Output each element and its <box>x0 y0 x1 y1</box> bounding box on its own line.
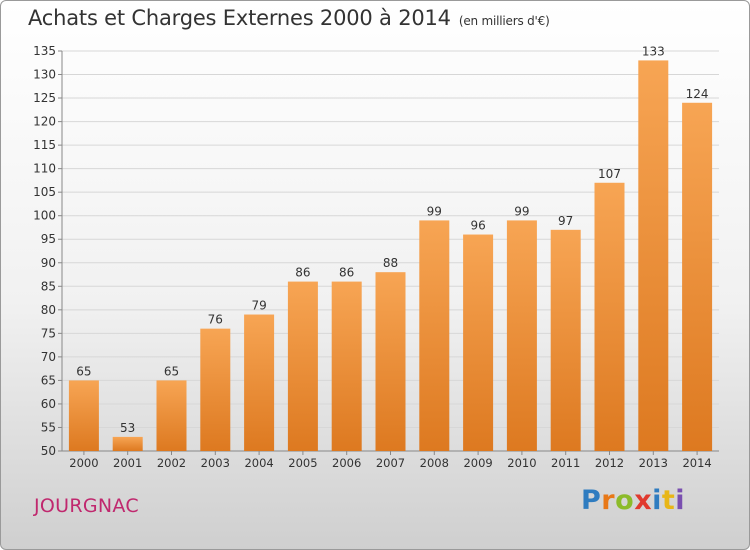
bar-value-label: 99 <box>427 204 442 218</box>
chart-subtitle: (en milliers d'€) <box>458 14 550 28</box>
y-tick-label: 105 <box>33 185 56 199</box>
bar-value-label: 133 <box>642 44 665 58</box>
x-tick-label: 2009 <box>463 456 492 470</box>
y-tick-label: 120 <box>33 115 56 129</box>
x-tick-label: 2005 <box>288 456 317 470</box>
logo-letter: t <box>661 485 676 516</box>
bar <box>287 281 318 451</box>
x-tick-label: 2002 <box>157 456 186 470</box>
bar-value-label: 65 <box>164 364 179 378</box>
bar-value-label: 107 <box>598 167 621 181</box>
x-tick-label: 2004 <box>244 456 273 470</box>
x-tick-label: 2008 <box>420 456 449 470</box>
bar <box>682 102 713 451</box>
bar <box>156 380 187 451</box>
bar-value-label: 53 <box>120 421 135 435</box>
y-tick-label: 70 <box>41 350 56 364</box>
proxiti-logo: Proxiti <box>581 485 685 516</box>
bar <box>550 229 581 451</box>
bar <box>68 380 99 451</box>
x-tick-label: 2014 <box>682 456 711 470</box>
x-tick-label: 2003 <box>201 456 230 470</box>
logo-letter: i <box>652 485 662 516</box>
bar <box>200 328 231 451</box>
y-tick-label: 110 <box>33 162 56 176</box>
bar-value-label: 86 <box>295 266 310 280</box>
bar-value-label: 99 <box>514 204 529 218</box>
y-tick-label: 80 <box>41 303 56 317</box>
x-tick-label: 2012 <box>595 456 624 470</box>
chart-title: Achats et Charges Externes 2000 à 2014 (e… <box>28 6 550 30</box>
bar <box>463 234 494 451</box>
y-tick-label: 75 <box>41 326 56 340</box>
y-tick-label: 130 <box>33 68 56 82</box>
bar-value-label: 96 <box>470 219 485 233</box>
logo-letter: i <box>675 485 686 516</box>
bar <box>638 60 669 451</box>
bar-value-label: 79 <box>251 299 266 313</box>
bar <box>506 220 537 451</box>
bar-value-label: 124 <box>686 87 709 101</box>
bar <box>112 436 143 451</box>
y-tick-label: 135 <box>33 44 56 58</box>
y-tick-label: 65 <box>41 373 56 387</box>
bar-value-label: 76 <box>208 313 223 327</box>
bar-value-label: 88 <box>383 256 398 270</box>
bar <box>419 220 450 451</box>
bar <box>331 281 362 451</box>
y-tick-label: 125 <box>33 91 56 105</box>
commune-name: JOURGNAC <box>34 495 139 517</box>
y-tick-label: 60 <box>41 397 56 411</box>
logo-letter: P <box>581 485 602 516</box>
x-tick-label: 2006 <box>332 456 361 470</box>
x-tick-label: 2013 <box>639 456 668 470</box>
y-tick-label: 55 <box>41 420 56 434</box>
x-tick-label: 2001 <box>113 456 142 470</box>
logo-letter: x <box>634 485 653 516</box>
x-tick-label: 2007 <box>376 456 405 470</box>
x-tick-label: 2011 <box>551 456 580 470</box>
y-tick-label: 90 <box>41 256 56 270</box>
logo-letter: o <box>615 485 635 516</box>
bar-value-label: 65 <box>76 364 91 378</box>
bar <box>594 182 625 451</box>
bar <box>244 314 275 451</box>
chart-title-text: Achats et Charges Externes 2000 à 2014 <box>28 6 451 30</box>
bar <box>375 272 406 451</box>
y-tick-label: 95 <box>41 232 56 246</box>
bar-value-label: 97 <box>558 214 573 228</box>
x-tick-label: 2010 <box>507 456 536 470</box>
y-tick-label: 100 <box>33 209 56 223</box>
y-tick-label: 85 <box>41 279 56 293</box>
logo-letter: r <box>601 485 616 516</box>
y-tick-label: 50 <box>41 444 56 458</box>
x-tick-label: 2000 <box>69 456 98 470</box>
bar-value-label: 86 <box>339 266 354 280</box>
y-tick-label: 115 <box>33 138 56 152</box>
